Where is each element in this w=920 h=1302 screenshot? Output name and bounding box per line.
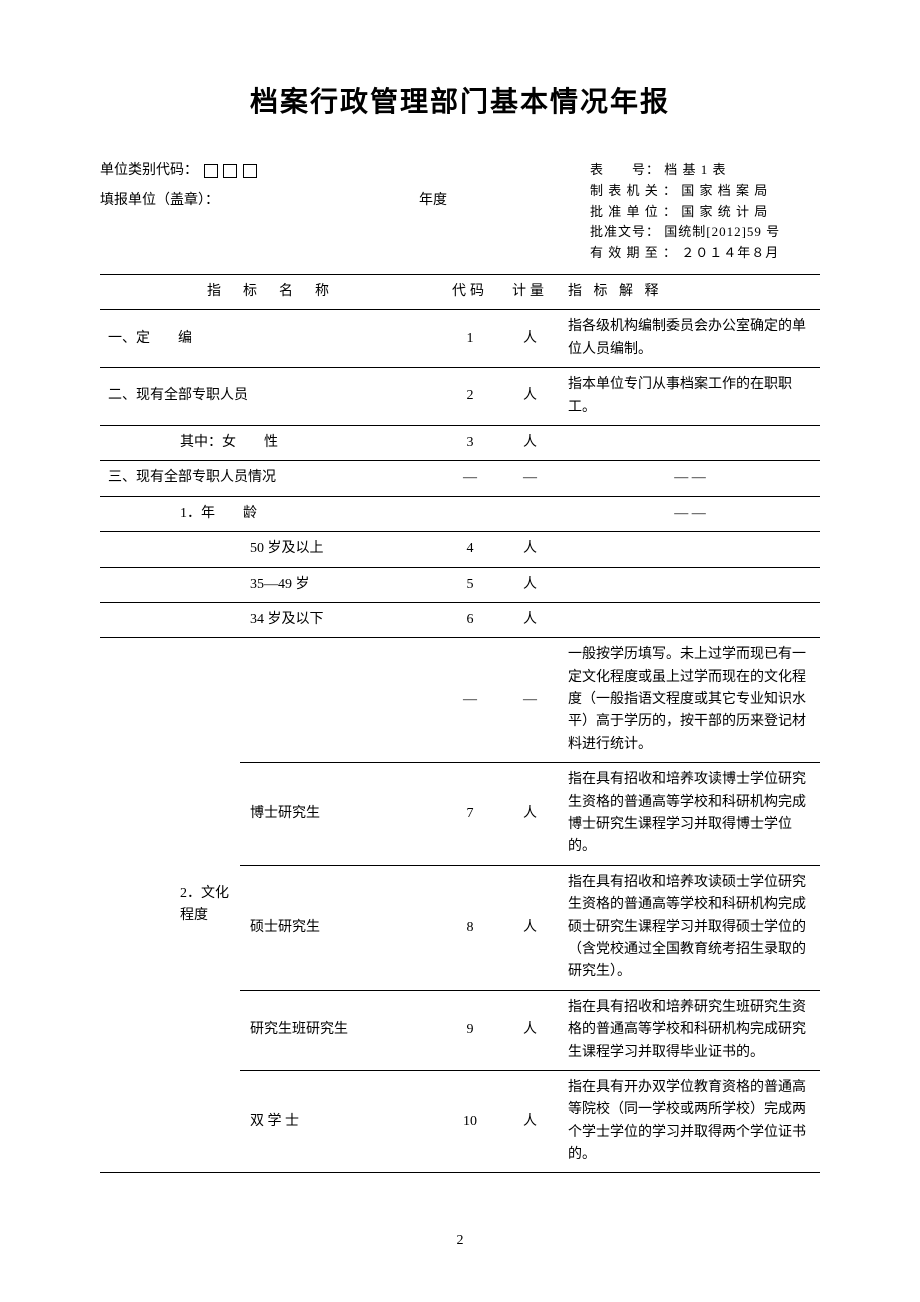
creator-label: 制 表 机 关 ： <box>590 183 677 198</box>
row-desc-cell: 指在具有开办双学位教育资格的普通高等院校（同一学校或两所学校）完成两个学士学位的… <box>560 1070 820 1173</box>
row-code-cell: 6 <box>440 602 500 637</box>
unit-code-line: 单位类别代码： <box>100 160 590 182</box>
table-row: 35—49 岁5人 <box>100 567 820 602</box>
row-code-cell: 10 <box>440 1070 500 1173</box>
row-desc-cell: 指各级机构编制委员会办公室确定的单位人员编制。 <box>560 310 820 368</box>
row-code-cell: 9 <box>440 990 500 1070</box>
row-desc-cell: 一般按学历填写。未上过学而现已有一定文化程度或虽上过学而现在的文化程度（一般指语… <box>560 638 820 763</box>
valid-label: 有 效 期 至 ： <box>590 245 677 260</box>
row-name-cell: 一、定 编 <box>100 310 440 368</box>
col-header-desc: 指 标 解 释 <box>560 274 820 309</box>
row-name-cell: 1．年 龄 <box>100 496 440 531</box>
header-section: 单位类别代码： 填报单位（盖章）： 年度 表 号： 档 基 1 表 制 表 机 … <box>100 160 820 264</box>
row-unit-cell: 人 <box>500 567 560 602</box>
approval-no-value: 国统制[2012]59 号 <box>664 224 780 239</box>
row-code-cell: 1 <box>440 310 500 368</box>
table-row: 2．文化程度——一般按学历填写。未上过学而现已有一定文化程度或虽上过学而现在的文… <box>100 638 820 763</box>
checkbox-icon <box>204 164 218 178</box>
form-no-label: 表 号： <box>590 162 660 177</box>
approver-value: 国 家 统 计 局 <box>681 204 768 219</box>
page-number: 2 <box>100 1233 820 1249</box>
row-desc-cell <box>560 425 820 460</box>
table-header-row: 指 标 名 称 代码 计量 指 标 解 释 <box>100 274 820 309</box>
row-code-cell: 5 <box>440 567 500 602</box>
valid-row: 有 效 期 至 ： ２０１４年８月 <box>590 243 820 264</box>
approver-label: 批 准 单 位 ： <box>590 204 677 219</box>
row-code-cell: 8 <box>440 865 500 990</box>
row-desc-cell: — — <box>560 461 820 496</box>
row-unit-cell: 人 <box>500 990 560 1070</box>
header-left: 单位类别代码： 填报单位（盖章）： 年度 <box>100 160 590 264</box>
row-unit-cell <box>500 496 560 531</box>
row-name-cell: 硕士研究生 <box>240 865 440 990</box>
fill-unit-label: 填报单位（盖章）： <box>100 190 219 212</box>
row-name-cell: 博士研究生 <box>240 763 440 866</box>
checkbox-icon <box>243 164 257 178</box>
table-row: 一、定 编1人指各级机构编制委员会办公室确定的单位人员编制。 <box>100 310 820 368</box>
row-unit-cell: 人 <box>500 763 560 866</box>
creator-row: 制 表 机 关 ： 国 家 档 案 局 <box>590 181 820 202</box>
row-desc-cell <box>560 567 820 602</box>
row-unit-cell: 人 <box>500 1070 560 1173</box>
row-name-cell <box>240 638 440 763</box>
row-desc-cell: 指本单位专门从事档案工作的在职职工。 <box>560 368 820 426</box>
row-unit-cell: 人 <box>500 425 560 460</box>
group-label-cell: 2．文化程度 <box>100 638 240 1173</box>
form-no-row: 表 号： 档 基 1 表 <box>590 160 820 181</box>
valid-value: ２０１４年８月 <box>681 245 779 260</box>
row-code-cell: 2 <box>440 368 500 426</box>
row-unit-cell: 人 <box>500 532 560 567</box>
row-code-cell <box>440 496 500 531</box>
table-row: 三、现有全部专职人员情况——— — <box>100 461 820 496</box>
table-row: 其中：女 性3人 <box>100 425 820 460</box>
row-unit-cell: — <box>500 461 560 496</box>
row-name-cell: 二、现有全部专职人员 <box>100 368 440 426</box>
year-label: 年度 <box>419 190 447 212</box>
row-code-cell: — <box>440 461 500 496</box>
row-name-cell: 35—49 岁 <box>100 567 440 602</box>
row-desc-cell: — — <box>560 496 820 531</box>
table-body: 一、定 编1人指各级机构编制委员会办公室确定的单位人员编制。二、现有全部专职人员… <box>100 310 820 1173</box>
table-row: 1．年 龄 — — <box>100 496 820 531</box>
row-desc-cell <box>560 602 820 637</box>
row-name-cell: 34 岁及以下 <box>100 602 440 637</box>
col-header-code: 代码 <box>440 274 500 309</box>
row-desc-cell: 指在具有招收和培养研究生班研究生资格的普通高等学校和科研机构完成研究生课程学习并… <box>560 990 820 1070</box>
row-code-cell: 7 <box>440 763 500 866</box>
row-unit-cell: — <box>500 638 560 763</box>
col-header-name: 指 标 名 称 <box>100 274 440 309</box>
document-title: 档案行政管理部门基本情况年报 <box>100 80 820 120</box>
unit-code-label: 单位类别代码： <box>100 163 198 178</box>
row-code-cell: — <box>440 638 500 763</box>
main-table: 指 标 名 称 代码 计量 指 标 解 释 一、定 编1人指各级机构编制委员会办… <box>100 274 820 1174</box>
row-name-cell: 研究生班研究生 <box>240 990 440 1070</box>
creator-value: 国 家 档 案 局 <box>681 183 768 198</box>
row-unit-cell: 人 <box>500 368 560 426</box>
approver-row: 批 准 单 位 ： 国 家 统 计 局 <box>590 202 820 223</box>
table-row: 34 岁及以下6人 <box>100 602 820 637</box>
row-name-cell: 双 学 士 <box>240 1070 440 1173</box>
table-row: 50 岁及以上4人 <box>100 532 820 567</box>
form-no-value: 档 基 1 表 <box>664 162 726 177</box>
row-desc-cell <box>560 532 820 567</box>
row-desc-cell: 指在具有招收和培养攻读博士学位研究生资格的普通高等学校和科研机构完成博士研究生课… <box>560 763 820 866</box>
approval-no-row: 批准文号： 国统制[2012]59 号 <box>590 222 820 243</box>
row-unit-cell: 人 <box>500 602 560 637</box>
header-right: 表 号： 档 基 1 表 制 表 机 关 ： 国 家 档 案 局 批 准 单 位… <box>590 160 820 264</box>
row-name-cell: 其中：女 性 <box>100 425 440 460</box>
approval-no-label: 批准文号： <box>590 224 660 239</box>
row-code-cell: 4 <box>440 532 500 567</box>
table-row: 二、现有全部专职人员2人指本单位专门从事档案工作的在职职工。 <box>100 368 820 426</box>
col-header-unit: 计量 <box>500 274 560 309</box>
row-name-cell: 三、现有全部专职人员情况 <box>100 461 440 496</box>
row-code-cell: 3 <box>440 425 500 460</box>
row-unit-cell: 人 <box>500 310 560 368</box>
row-name-cell: 50 岁及以上 <box>100 532 440 567</box>
fill-unit-line: 填报单位（盖章）： 年度 <box>100 190 590 212</box>
row-unit-cell: 人 <box>500 865 560 990</box>
row-desc-cell: 指在具有招收和培养攻读硕士学位研究生资格的普通高等学校和科研机构完成硕士研究生课… <box>560 865 820 990</box>
checkbox-icon <box>223 164 237 178</box>
